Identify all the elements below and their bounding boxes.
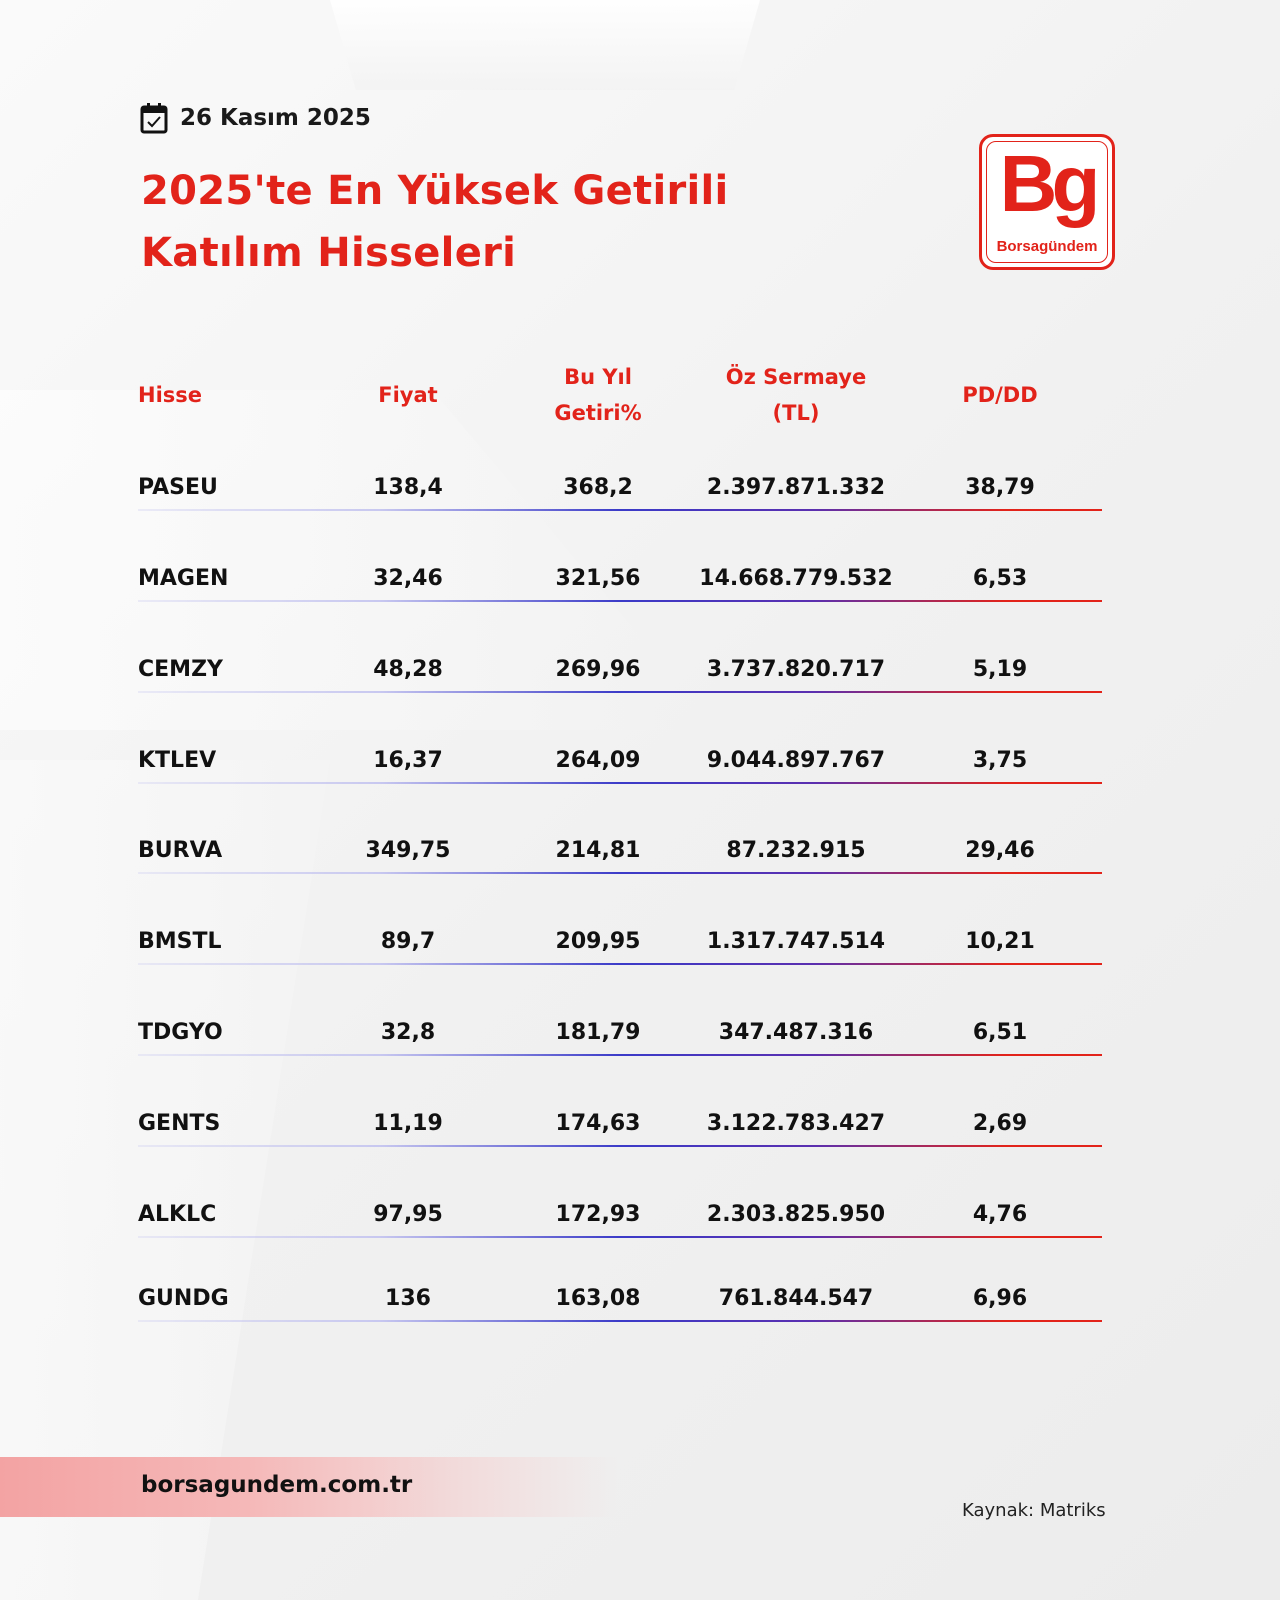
cell-fiyat: 48,28 — [373, 657, 443, 682]
cell-oz-sermaye: 2.303.825.950 — [706, 1202, 886, 1227]
row-divider — [138, 691, 1102, 693]
cell-oz-sermaye: 87.232.915 — [726, 838, 866, 863]
page-title: 2025'te En Yüksek Getirili Katılım Hisse… — [141, 160, 729, 284]
cell-getiri: 174,63 — [555, 1111, 641, 1136]
cell-oz-sermaye: 9.044.897.767 — [706, 748, 886, 773]
cell-getiri: 214,81 — [555, 838, 641, 863]
cell-hisse: MAGEN — [138, 566, 229, 591]
date-text: 26 Kasım 2025 — [180, 105, 371, 131]
footer-band — [0, 1457, 617, 1517]
cell-fiyat: 349,75 — [365, 838, 451, 863]
header-line: Getiri% — [554, 401, 642, 425]
cell-hisse: TDGYO — [138, 1020, 223, 1045]
cell-oz-sermaye: 3.737.820.717 — [706, 657, 886, 682]
row-divider — [138, 782, 1102, 784]
cell-pddd: 3,75 — [972, 748, 1028, 773]
cell-getiri: 163,08 — [555, 1286, 641, 1311]
cell-getiri: 269,96 — [555, 657, 641, 682]
cell-fiyat: 32,46 — [373, 566, 443, 591]
cell-oz-sermaye: 2.397.871.332 — [706, 475, 886, 500]
source-note: Kaynak: Matriks — [962, 1500, 1106, 1521]
row-divider — [138, 1054, 1102, 1056]
cell-hisse: GUNDG — [138, 1286, 229, 1311]
cell-getiri: 172,93 — [555, 1202, 641, 1227]
header-oz-sermaye: Öz Sermaye (TL) — [686, 360, 906, 430]
calendar-check-icon — [140, 103, 168, 134]
cell-pddd: 38,79 — [965, 475, 1035, 500]
website-link[interactable]: borsagundem.com.tr — [141, 1472, 413, 1498]
cell-getiri: 209,95 — [555, 929, 641, 954]
cell-oz-sermaye: 1.317.747.514 — [706, 929, 886, 954]
cell-fiyat: 97,95 — [373, 1202, 443, 1227]
cell-pddd: 6,51 — [972, 1020, 1028, 1045]
borsagundem-logo: Bg Borsagündem — [979, 134, 1115, 270]
header-getiri: Bu Yıl Getiri% — [488, 360, 708, 430]
logo-letters: Bg — [999, 139, 1101, 228]
cell-hisse: GENTS — [138, 1111, 221, 1136]
row-divider — [138, 1320, 1102, 1322]
cell-hisse: ALKLC — [138, 1202, 217, 1227]
cell-fiyat: 11,19 — [373, 1111, 443, 1136]
cell-getiri: 321,56 — [555, 566, 641, 591]
cell-fiyat: 89,7 — [380, 929, 436, 954]
row-divider — [138, 963, 1102, 965]
cell-pddd: 6,96 — [972, 1286, 1028, 1311]
cell-pddd: 10,21 — [965, 929, 1035, 954]
cell-pddd: 2,69 — [972, 1111, 1028, 1136]
title-line: 2025'te En Yüksek Getirili — [141, 168, 729, 214]
row-divider — [138, 1236, 1102, 1238]
header-pddd: PD/DD — [962, 383, 1038, 407]
cell-hisse: BMSTL — [138, 929, 222, 954]
logo-name: Borsagündem — [996, 238, 1098, 255]
cell-oz-sermaye: 761.844.547 — [718, 1286, 874, 1311]
cell-pddd: 5,19 — [972, 657, 1028, 682]
header-line: (TL) — [772, 401, 820, 425]
cell-getiri: 368,2 — [563, 475, 633, 500]
cell-fiyat: 32,8 — [380, 1020, 436, 1045]
title-line: Katılım Hisseleri — [141, 230, 517, 276]
cell-pddd: 6,53 — [972, 566, 1028, 591]
cell-getiri: 264,09 — [555, 748, 641, 773]
cell-oz-sermaye: 3.122.783.427 — [706, 1111, 886, 1136]
cell-fiyat: 138,4 — [373, 475, 443, 500]
cell-hisse: PASEU — [138, 475, 218, 500]
cell-hisse: BURVA — [138, 838, 223, 863]
cell-hisse: CEMZY — [138, 657, 223, 682]
header-hisse: Hisse — [138, 383, 203, 407]
row-divider — [138, 509, 1102, 511]
header-fiyat: Fiyat — [378, 383, 438, 407]
cell-pddd: 4,76 — [972, 1202, 1028, 1227]
header-line: Öz Sermaye — [725, 365, 867, 389]
date-row: 26 Kasım 2025 — [140, 102, 371, 134]
cell-oz-sermaye: 14.668.779.532 — [699, 566, 893, 591]
background-shape — [330, 0, 760, 90]
cell-oz-sermaye: 347.487.316 — [718, 1020, 874, 1045]
cell-fiyat: 136 — [385, 1286, 431, 1311]
cell-hisse: KTLEV — [138, 748, 217, 773]
cell-pddd: 29,46 — [965, 838, 1035, 863]
row-divider — [138, 1145, 1102, 1147]
row-divider — [138, 872, 1102, 874]
header-line: Bu Yıl — [564, 365, 632, 389]
cell-fiyat: 16,37 — [373, 748, 443, 773]
row-divider — [138, 600, 1102, 602]
cell-getiri: 181,79 — [555, 1020, 641, 1045]
